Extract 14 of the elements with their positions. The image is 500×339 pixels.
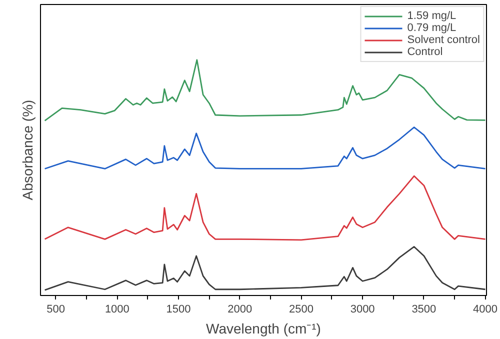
x-tick-label: 3000 [350, 304, 375, 316]
x-tick-label: 2000 [228, 304, 252, 316]
x-tick-label: 1500 [166, 304, 191, 316]
x-tick-label: 1000 [104, 304, 130, 316]
x-tick-label: 3500 [412, 304, 436, 316]
legend-label: Control [407, 46, 443, 58]
x-tick-label: 500 [46, 304, 66, 316]
legend-label: 1.59 mg/L [407, 10, 456, 22]
legend-label: 0.79 mg/L [407, 22, 456, 34]
x-axis-title: Wavelength (cm⁻¹) [206, 320, 321, 336]
y-axis-title: Absorbance (%) [20, 100, 36, 200]
x-tick-label: 4000 [473, 304, 498, 316]
legend-label: Solvent control [407, 34, 480, 46]
x-tick-label: 2500 [288, 304, 314, 316]
